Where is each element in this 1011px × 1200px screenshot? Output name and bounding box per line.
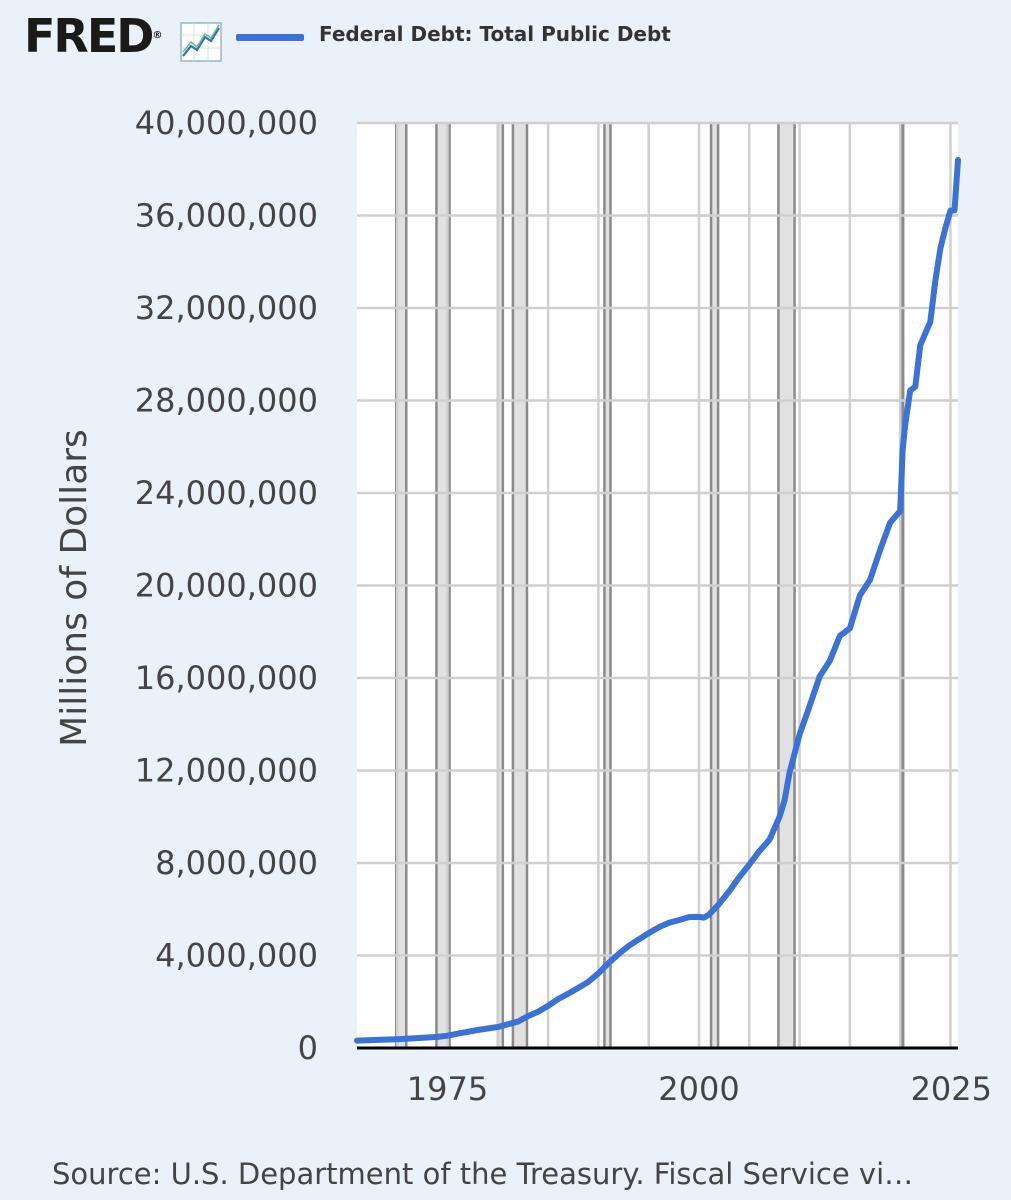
legend-label: Federal Debt: Total Public Debt — [319, 22, 671, 46]
source-note[interactable]: Source: U.S. Department of the Treasury.… — [52, 1157, 914, 1191]
y-tick-label: 24,000,000 — [135, 474, 318, 512]
y-tick-label: 20,000,000 — [135, 567, 318, 605]
fred-logo[interactable]: FRED® — [24, 10, 162, 62]
y-tick-label: 4,000,000 — [155, 937, 318, 975]
y-tick-label: 16,000,000 — [135, 659, 318, 697]
y-tick-label: 28,000,000 — [135, 382, 318, 420]
series-line-total-public-debt[interactable] — [354, 157, 961, 1044]
fred-logo-mark: ® — [152, 30, 163, 41]
y-tick-label: 36,000,000 — [135, 197, 318, 235]
chart-header: FRED® Federal Debt: Total Public Debt — [0, 0, 1011, 80]
x-tick-label: 2025 — [911, 1070, 992, 1108]
y-tick-label: 32,000,000 — [135, 289, 318, 327]
chart-trend-icon — [180, 22, 222, 62]
x-tick-label: 1975 — [407, 1070, 488, 1108]
y-axis-label: Millions of Dollars — [54, 429, 95, 747]
y-tick-label: 12,000,000 — [135, 752, 318, 790]
legend-swatch — [236, 34, 304, 41]
y-tick-label: 40,000,000 — [135, 104, 318, 142]
y-tick-label: 8,000,000 — [155, 844, 318, 882]
fred-logo-text: FRED — [24, 9, 154, 63]
x-tick-label: 2000 — [658, 1070, 739, 1108]
y-tick-label: 0 — [298, 1029, 318, 1067]
debt-line-chart: 0 4,000,000 8,000,000 12,000,000 16,000,000 2… — [54, 104, 992, 1108]
